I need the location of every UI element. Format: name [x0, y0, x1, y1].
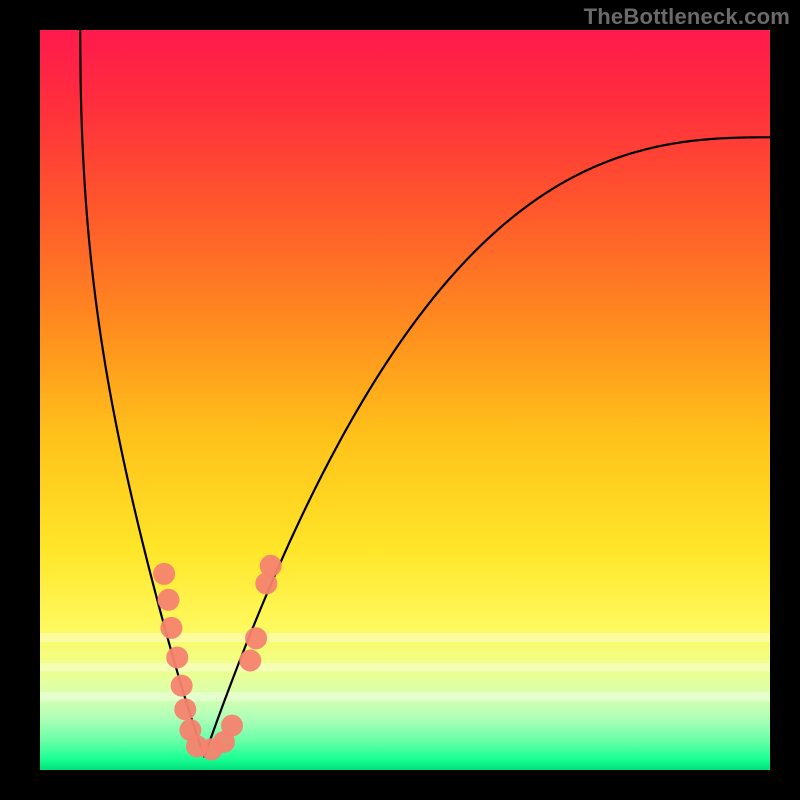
watermark-text: TheBottleneck.com — [584, 4, 790, 30]
chart-svg — [0, 0, 800, 800]
outer-frame: TheBottleneck.com — [0, 0, 800, 800]
